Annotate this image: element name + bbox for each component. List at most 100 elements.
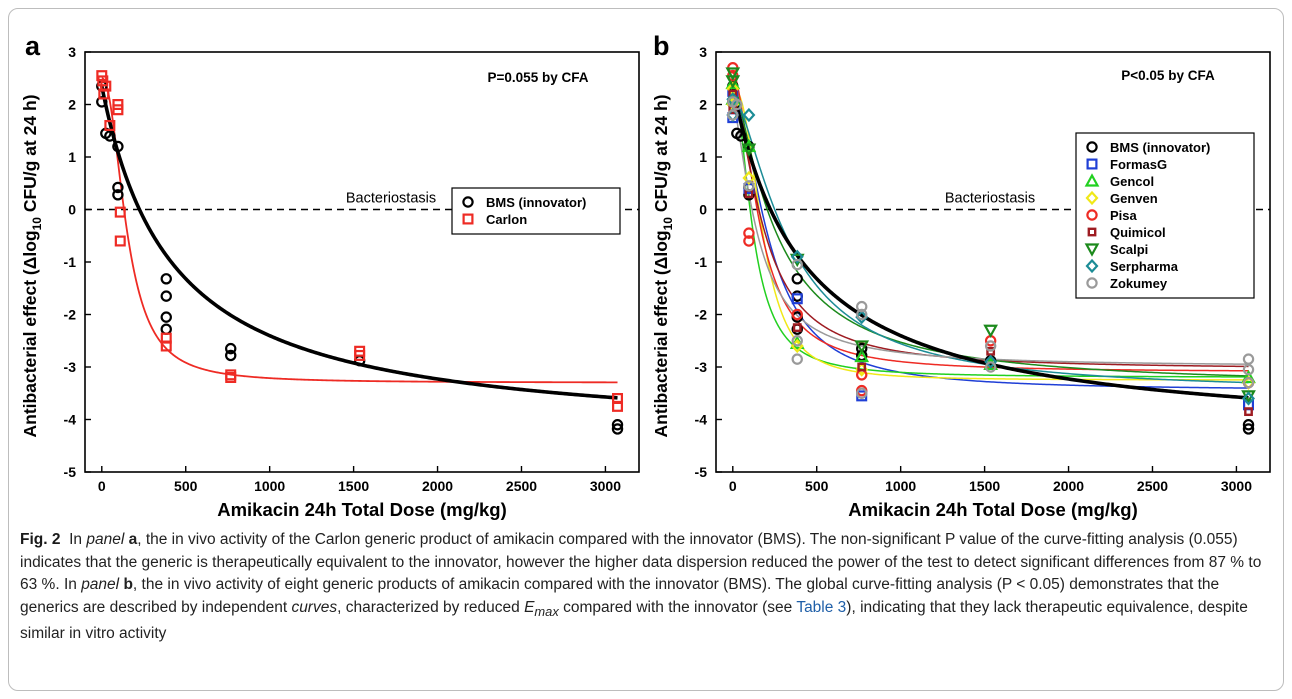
chart-panel-b: b -5 -4 -3 -2 -1 0 1 2 3 0 500 1000 1500 2000 2500 3000 A…	[651, 31, 1271, 520]
data-point-carlon	[114, 206, 126, 218]
y-axis-label-main: Antibacterial effect (Δlog	[651, 230, 671, 437]
x-tick-label: 1000	[885, 478, 916, 494]
chart-panel-a: a -5 -4 -3 -2 -1 0 1 2 3 0 500 1000 1500 2000 2500 3000 A…	[20, 31, 640, 520]
data-point-serpharma	[790, 249, 804, 264]
legend-entry-label: Gencol	[1110, 174, 1154, 189]
data-point-bms-innovator	[104, 130, 116, 142]
data-point-scalpi	[741, 143, 757, 157]
data-point-bms-innovator	[112, 181, 124, 194]
bacteriostasis-label: Bacteriostasis	[945, 191, 1035, 207]
data-point-zokumey	[856, 300, 868, 313]
y-tick-label: -4	[695, 412, 708, 428]
legend-marker	[462, 213, 474, 225]
data-point-zokumey	[1242, 353, 1255, 365]
legend-entry-label: Genven	[1110, 191, 1158, 206]
data-point-scalpi	[983, 324, 999, 339]
data-point-bms-innovator	[611, 423, 624, 435]
x-tick-label: 2500	[506, 478, 537, 494]
data-point-carlon	[160, 340, 172, 352]
caption-curves-word: curves	[291, 598, 338, 616]
legend-entry-label: Scalpi	[1110, 242, 1148, 257]
data-point-bms-innovator	[112, 140, 124, 153]
data-point-pisa	[743, 235, 755, 247]
data-point-zokumey	[791, 258, 803, 271]
data-point-quimicol	[792, 323, 802, 333]
legend: BMS (innovator) FormasG Gencol Genven Pisa Qu…	[1075, 132, 1255, 299]
caption-text-4: , characterized by reduced	[337, 598, 525, 616]
data-point-pisa	[791, 308, 803, 321]
y-tick-label: -5	[695, 464, 708, 480]
legend-marker	[1086, 209, 1098, 221]
legend-box	[451, 187, 621, 235]
fit-curve-bms-innovator-	[100, 85, 618, 400]
y-axis-label-unit: CFU/g at 24 h)	[651, 95, 671, 218]
data-point-bms-innovator	[791, 290, 803, 302]
data-point-bms-innovator	[1242, 423, 1255, 435]
y-tick-label: 0	[699, 202, 707, 218]
y-tick-label: 3	[68, 44, 76, 60]
legend-marker	[1087, 227, 1097, 237]
data-point-serpharma	[742, 107, 756, 123]
y-tick-label: 2	[699, 97, 707, 113]
y-axis-label: Antibacterial effect (Δlog10 CFU/g at 24…	[651, 95, 675, 438]
panel-label-a: a	[25, 31, 41, 61]
legend-marker	[1084, 173, 1100, 187]
data-point-bms-innovator	[96, 96, 108, 108]
caption-emax: Emax	[524, 598, 559, 619]
y-tick-label: -2	[695, 307, 708, 323]
data-point-zokumey	[984, 340, 997, 352]
legend-marker	[1086, 141, 1098, 153]
x-tick-label: 3000	[1221, 478, 1252, 494]
x-tick-label: 3000	[590, 478, 621, 494]
data-point-scalpi	[725, 67, 741, 81]
fit-curve-genven	[732, 88, 1249, 381]
y-tick-label: 3	[699, 44, 707, 60]
data-point-serpharma	[1242, 391, 1255, 406]
legend-entry-label: FormasG	[1110, 157, 1167, 172]
legend-entry-label: Serpharma	[1110, 259, 1179, 274]
caption-panel-letter-b: b	[123, 576, 133, 593]
caption-panel-word-1: panel	[86, 531, 125, 548]
data-point-carlon	[612, 400, 624, 412]
data-point-carlon	[225, 372, 237, 384]
caption-emax-base: E	[524, 598, 535, 616]
panel-label-b: b	[653, 31, 670, 61]
x-tick-label: 0	[98, 478, 106, 494]
legend-entry-label: Quimicol	[1110, 225, 1166, 240]
y-tick-label: -4	[64, 412, 77, 428]
y-tick-label: -5	[64, 464, 77, 480]
caption-text-6: ), indicating that they lack therapeutic…	[20, 598, 1248, 643]
data-point-zokumey	[791, 353, 803, 365]
fit-curve-carlon	[101, 77, 618, 384]
data-point-zokumey	[731, 98, 743, 111]
y-tick-label: -1	[695, 254, 708, 270]
caption-figure-label: Fig. 2	[20, 531, 61, 548]
x-tick-label: 0	[729, 478, 737, 494]
legend-marker	[1085, 258, 1099, 274]
y-axis-label-subscript: 10	[30, 217, 44, 231]
data-point-bms-innovator	[735, 130, 747, 142]
y-tick-label: 2	[68, 97, 76, 113]
y-tick-label: 1	[699, 149, 707, 165]
data-point-gencol	[741, 138, 757, 153]
data-point-zokumey	[791, 335, 803, 347]
legend-entry-label: BMS (innovator)	[486, 195, 586, 210]
caption-text-5: compared with the innovator (see	[558, 598, 797, 616]
x-tick-label: 2000	[422, 478, 453, 494]
fit-curve-zokumey	[732, 103, 1249, 365]
legend-marker	[462, 196, 474, 208]
y-tick-label: -3	[64, 359, 77, 375]
legend-marker	[1086, 158, 1098, 170]
data-point-bms-innovator	[225, 342, 237, 355]
data-point-zokumey	[1242, 377, 1255, 389]
data-point-formasg	[791, 293, 803, 305]
y-axis-label-unit: CFU/g at 24 h)	[20, 95, 40, 218]
x-tick-label: 2500	[1137, 478, 1168, 494]
caption-text-2: , the in vivo activity of the Carlon gen…	[20, 531, 1262, 593]
data-point-carlon	[354, 349, 366, 361]
caption-table-ref-link[interactable]: Table 3	[796, 598, 847, 616]
x-tick-label: 1500	[338, 478, 369, 494]
data-point-carlon	[104, 119, 116, 131]
y-axis-label-subscript: 10	[661, 217, 675, 231]
legend-entry-label: BMS (innovator)	[1110, 140, 1210, 155]
